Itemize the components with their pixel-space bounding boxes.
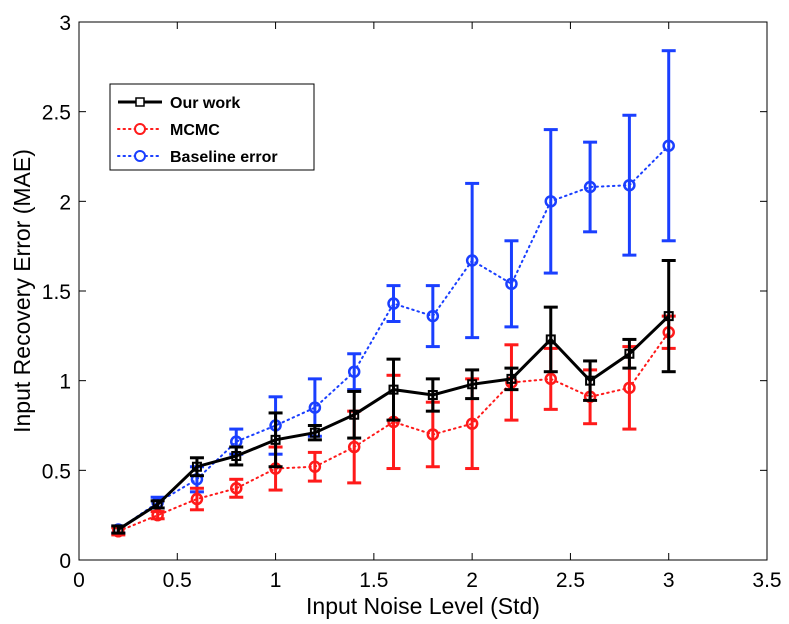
data-point-our-work xyxy=(506,373,517,384)
y-tick-label: 0.5 xyxy=(42,460,71,483)
data-point-mcmc xyxy=(190,492,204,506)
data-point-mcmc xyxy=(151,508,164,522)
data-point-mcmc xyxy=(623,381,636,395)
data-point-baseline xyxy=(308,401,322,414)
data-point-our-work xyxy=(585,375,596,386)
y-tick-label: 0 xyxy=(59,550,71,573)
legend-marker-mcmc xyxy=(134,123,146,135)
x-tick-label: 0 xyxy=(73,569,85,592)
data-point-our-work xyxy=(191,461,202,472)
y-tick-label: 1.5 xyxy=(42,281,71,304)
data-point-baseline xyxy=(347,365,361,378)
data-point-our-work xyxy=(624,348,635,359)
data-point-our-work xyxy=(113,524,124,535)
data-point-mcmc xyxy=(465,417,479,430)
data-point-our-work xyxy=(152,499,163,510)
data-point-our-work xyxy=(270,434,281,445)
legend: Our work MCMC Baseline error xyxy=(109,83,315,171)
y-axis-title: Input Recovery Error (MAE) xyxy=(9,149,35,433)
data-point-our-work xyxy=(467,379,478,390)
y-tick-label: 3 xyxy=(59,12,71,35)
data-point-baseline xyxy=(623,178,636,192)
y-tick-label: 2 xyxy=(59,191,71,214)
plot-marks xyxy=(111,49,676,538)
y-tick-label: 2.5 xyxy=(42,102,71,125)
series-line-mcmc xyxy=(117,331,670,533)
data-point-our-work xyxy=(663,311,674,322)
legend-label-mcmc: MCMC xyxy=(170,122,220,139)
data-point-baseline xyxy=(544,195,558,208)
data-point-baseline xyxy=(465,254,479,267)
x-tick-label: 3 xyxy=(663,569,675,592)
x-tick-label: 1 xyxy=(270,569,282,592)
data-point-baseline xyxy=(662,139,675,152)
data-point-our-work xyxy=(349,409,360,420)
data-point-baseline xyxy=(426,309,440,323)
data-point-our-work xyxy=(231,450,242,461)
legend-label-baseline-error: Baseline error xyxy=(170,149,278,166)
series-mcmc xyxy=(111,314,676,538)
data-point-our-work xyxy=(427,390,438,401)
x-tick-label: 0.5 xyxy=(163,569,192,592)
y-tick-label: 1 xyxy=(59,371,71,394)
legend-marker-our-work xyxy=(135,97,145,107)
x-tick-label: 1.5 xyxy=(359,569,388,592)
axis-ticks: 0 0.5 1 1.5 2 2.5 3 3.5 0 0.5 1 1.5 2 2.5 3 xyxy=(42,12,782,592)
data-point-baseline xyxy=(505,277,518,291)
series-line-baseline xyxy=(117,144,670,531)
data-point-our-work xyxy=(309,427,320,438)
x-tick-label: 2.5 xyxy=(556,569,585,592)
data-point-our-work xyxy=(545,334,556,345)
data-point-mcmc xyxy=(347,440,361,454)
data-point-mcmc xyxy=(544,372,558,386)
data-point-baseline xyxy=(583,180,597,194)
legend-marker-baseline xyxy=(134,150,146,162)
series-our-work xyxy=(111,259,676,535)
legend-label-our-work: Our work xyxy=(170,95,240,112)
x-tick-label: 2 xyxy=(466,569,478,592)
x-axis-title: Input Noise Level (Std) xyxy=(306,593,540,619)
data-point-our-work xyxy=(388,384,399,395)
x-tick-label: 3.5 xyxy=(752,569,781,592)
data-point-mcmc xyxy=(308,460,322,473)
data-point-baseline xyxy=(387,297,400,310)
data-point-mcmc xyxy=(230,482,243,495)
data-point-mcmc xyxy=(426,428,440,441)
